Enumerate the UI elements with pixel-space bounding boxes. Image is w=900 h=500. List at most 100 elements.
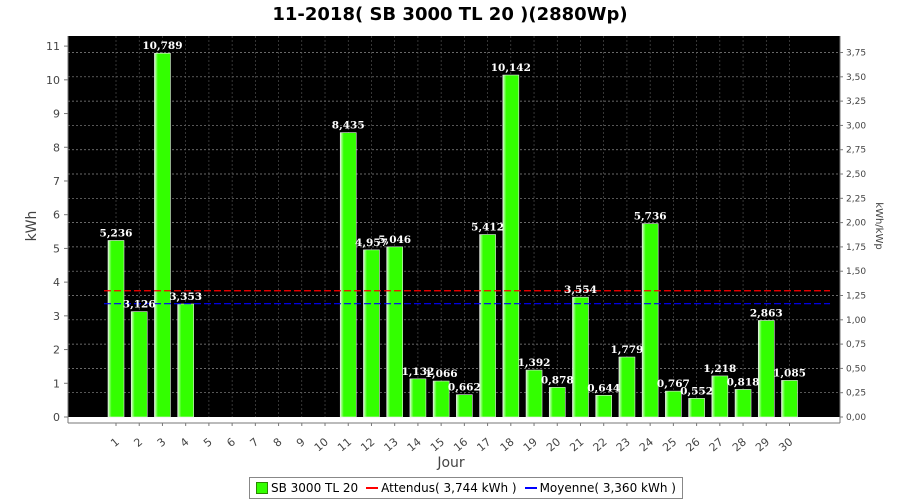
x-axis-label: Jour <box>436 455 465 471</box>
y2-tick-label: 0,25 <box>846 389 866 399</box>
bar <box>595 394 613 418</box>
y2-axis-label: kWh/kWp <box>873 202 884 249</box>
bar <box>688 398 705 418</box>
data-label: 1,779 <box>610 344 643 356</box>
data-label: 0,767 <box>657 378 690 390</box>
legend-swatch-attendus <box>366 487 379 489</box>
plot-background <box>68 36 840 417</box>
x-tick-label: 26 <box>683 435 702 454</box>
y2-tick-label: 1,25 <box>846 292 866 302</box>
x-tick-label: 5 <box>201 435 215 449</box>
data-label: 4,957 <box>355 237 388 249</box>
x-tick-label: 30 <box>776 435 795 454</box>
legend-swatch-moyenne <box>524 487 537 489</box>
x-tick-label: 19 <box>521 435 540 454</box>
data-label: 5,736 <box>634 211 667 223</box>
data-label: 10,789 <box>142 40 182 52</box>
x-tick-label: 4 <box>178 435 192 449</box>
legend-label-series: SB 3000 TL 20 <box>271 481 359 495</box>
y-tick-label: 7 <box>53 175 60 188</box>
y2-tick-label: 0,75 <box>846 340 866 350</box>
bar <box>641 223 659 418</box>
y-tick-label: 9 <box>53 108 60 121</box>
bar <box>734 389 752 418</box>
x-tick-label: 6 <box>224 435 238 449</box>
y2-tick-label: 0,00 <box>846 413 866 423</box>
data-label: 5,412 <box>471 222 504 234</box>
data-label: 2,863 <box>750 307 783 319</box>
y-axis-label: kWh <box>24 211 40 242</box>
bar <box>130 311 148 418</box>
legend-label-moyenne: Moyenne( 3,360 kWh ) <box>539 481 676 495</box>
data-label: 5,236 <box>100 227 133 239</box>
x-tick-label: 21 <box>567 435 586 454</box>
bar <box>479 234 496 418</box>
data-label: 1,392 <box>518 357 551 369</box>
x-tick-label: 7 <box>248 435 262 449</box>
bar <box>154 52 171 418</box>
bar <box>339 132 357 418</box>
data-label: 1,066 <box>425 368 458 380</box>
data-label: 0,662 <box>448 382 481 394</box>
bar <box>502 74 520 418</box>
y-tick-label: 2 <box>53 344 60 357</box>
data-label: 0,818 <box>727 376 760 388</box>
data-label: 0,552 <box>680 385 713 397</box>
y-tick-label: 6 <box>53 209 60 222</box>
bar <box>386 246 403 418</box>
bar <box>781 380 798 418</box>
x-tick-label: 14 <box>405 435 424 454</box>
data-label: 1,085 <box>773 367 806 379</box>
bar <box>711 375 729 418</box>
bar <box>572 296 589 418</box>
data-label: 1,132 <box>401 366 434 378</box>
legend-swatch-bar <box>256 482 268 494</box>
x-tick-label: 24 <box>637 435 656 454</box>
x-tick-label: 20 <box>544 435 563 454</box>
bar <box>665 390 682 418</box>
bar <box>456 394 473 418</box>
data-label: 8,435 <box>332 120 365 132</box>
x-tick-label: 17 <box>474 435 493 454</box>
y2-tick-label: 3,25 <box>846 97 866 107</box>
x-tick-label: 15 <box>428 435 447 454</box>
x-tick-label: 9 <box>294 435 308 449</box>
x-tick-label: 18 <box>498 435 517 454</box>
x-tick-label: 12 <box>358 435 377 454</box>
y2-tick-label: 2,25 <box>846 194 866 204</box>
y2-tick-label: 2,00 <box>846 219 866 229</box>
x-tick-label: 16 <box>451 435 470 454</box>
y2-tick-label: 2,50 <box>846 170 866 180</box>
y-tick-label: 10 <box>46 74 60 87</box>
y2-tick-label: 2,75 <box>846 146 866 156</box>
legend-item-attendus: Attendus( 3,744 kWh ) <box>366 481 517 495</box>
data-label: 1,218 <box>703 363 736 375</box>
data-label: 5,046 <box>378 234 411 246</box>
x-tick-label: 25 <box>660 435 679 454</box>
data-label: 3,126 <box>123 299 156 311</box>
y-tick-label: 5 <box>53 242 60 255</box>
x-tick-label: 10 <box>312 435 331 454</box>
data-label: 10,142 <box>491 62 531 74</box>
legend-item-series: SB 3000 TL 20 <box>256 481 358 495</box>
y2-tick-label: 3,00 <box>846 121 866 131</box>
bar <box>409 378 427 418</box>
bar <box>525 369 543 418</box>
x-tick-label: 28 <box>730 435 749 454</box>
y-tick-label: 11 <box>46 40 60 53</box>
bar <box>432 380 450 418</box>
y-tick-label: 8 <box>53 141 60 154</box>
bar <box>548 387 566 418</box>
bar <box>757 320 775 418</box>
x-tick-label: 2 <box>131 435 145 449</box>
y-tick-label: 0 <box>53 411 60 424</box>
y-tick-label: 1 <box>53 377 60 390</box>
y-tick-label: 3 <box>53 310 60 323</box>
x-tick-label: 1 <box>108 435 122 449</box>
bar <box>107 240 125 418</box>
legend-label-attendus: Attendus( 3,744 kWh ) <box>381 481 517 495</box>
bar <box>177 303 194 418</box>
x-tick-label: 22 <box>591 435 610 454</box>
y-tick-label: 4 <box>53 276 60 289</box>
